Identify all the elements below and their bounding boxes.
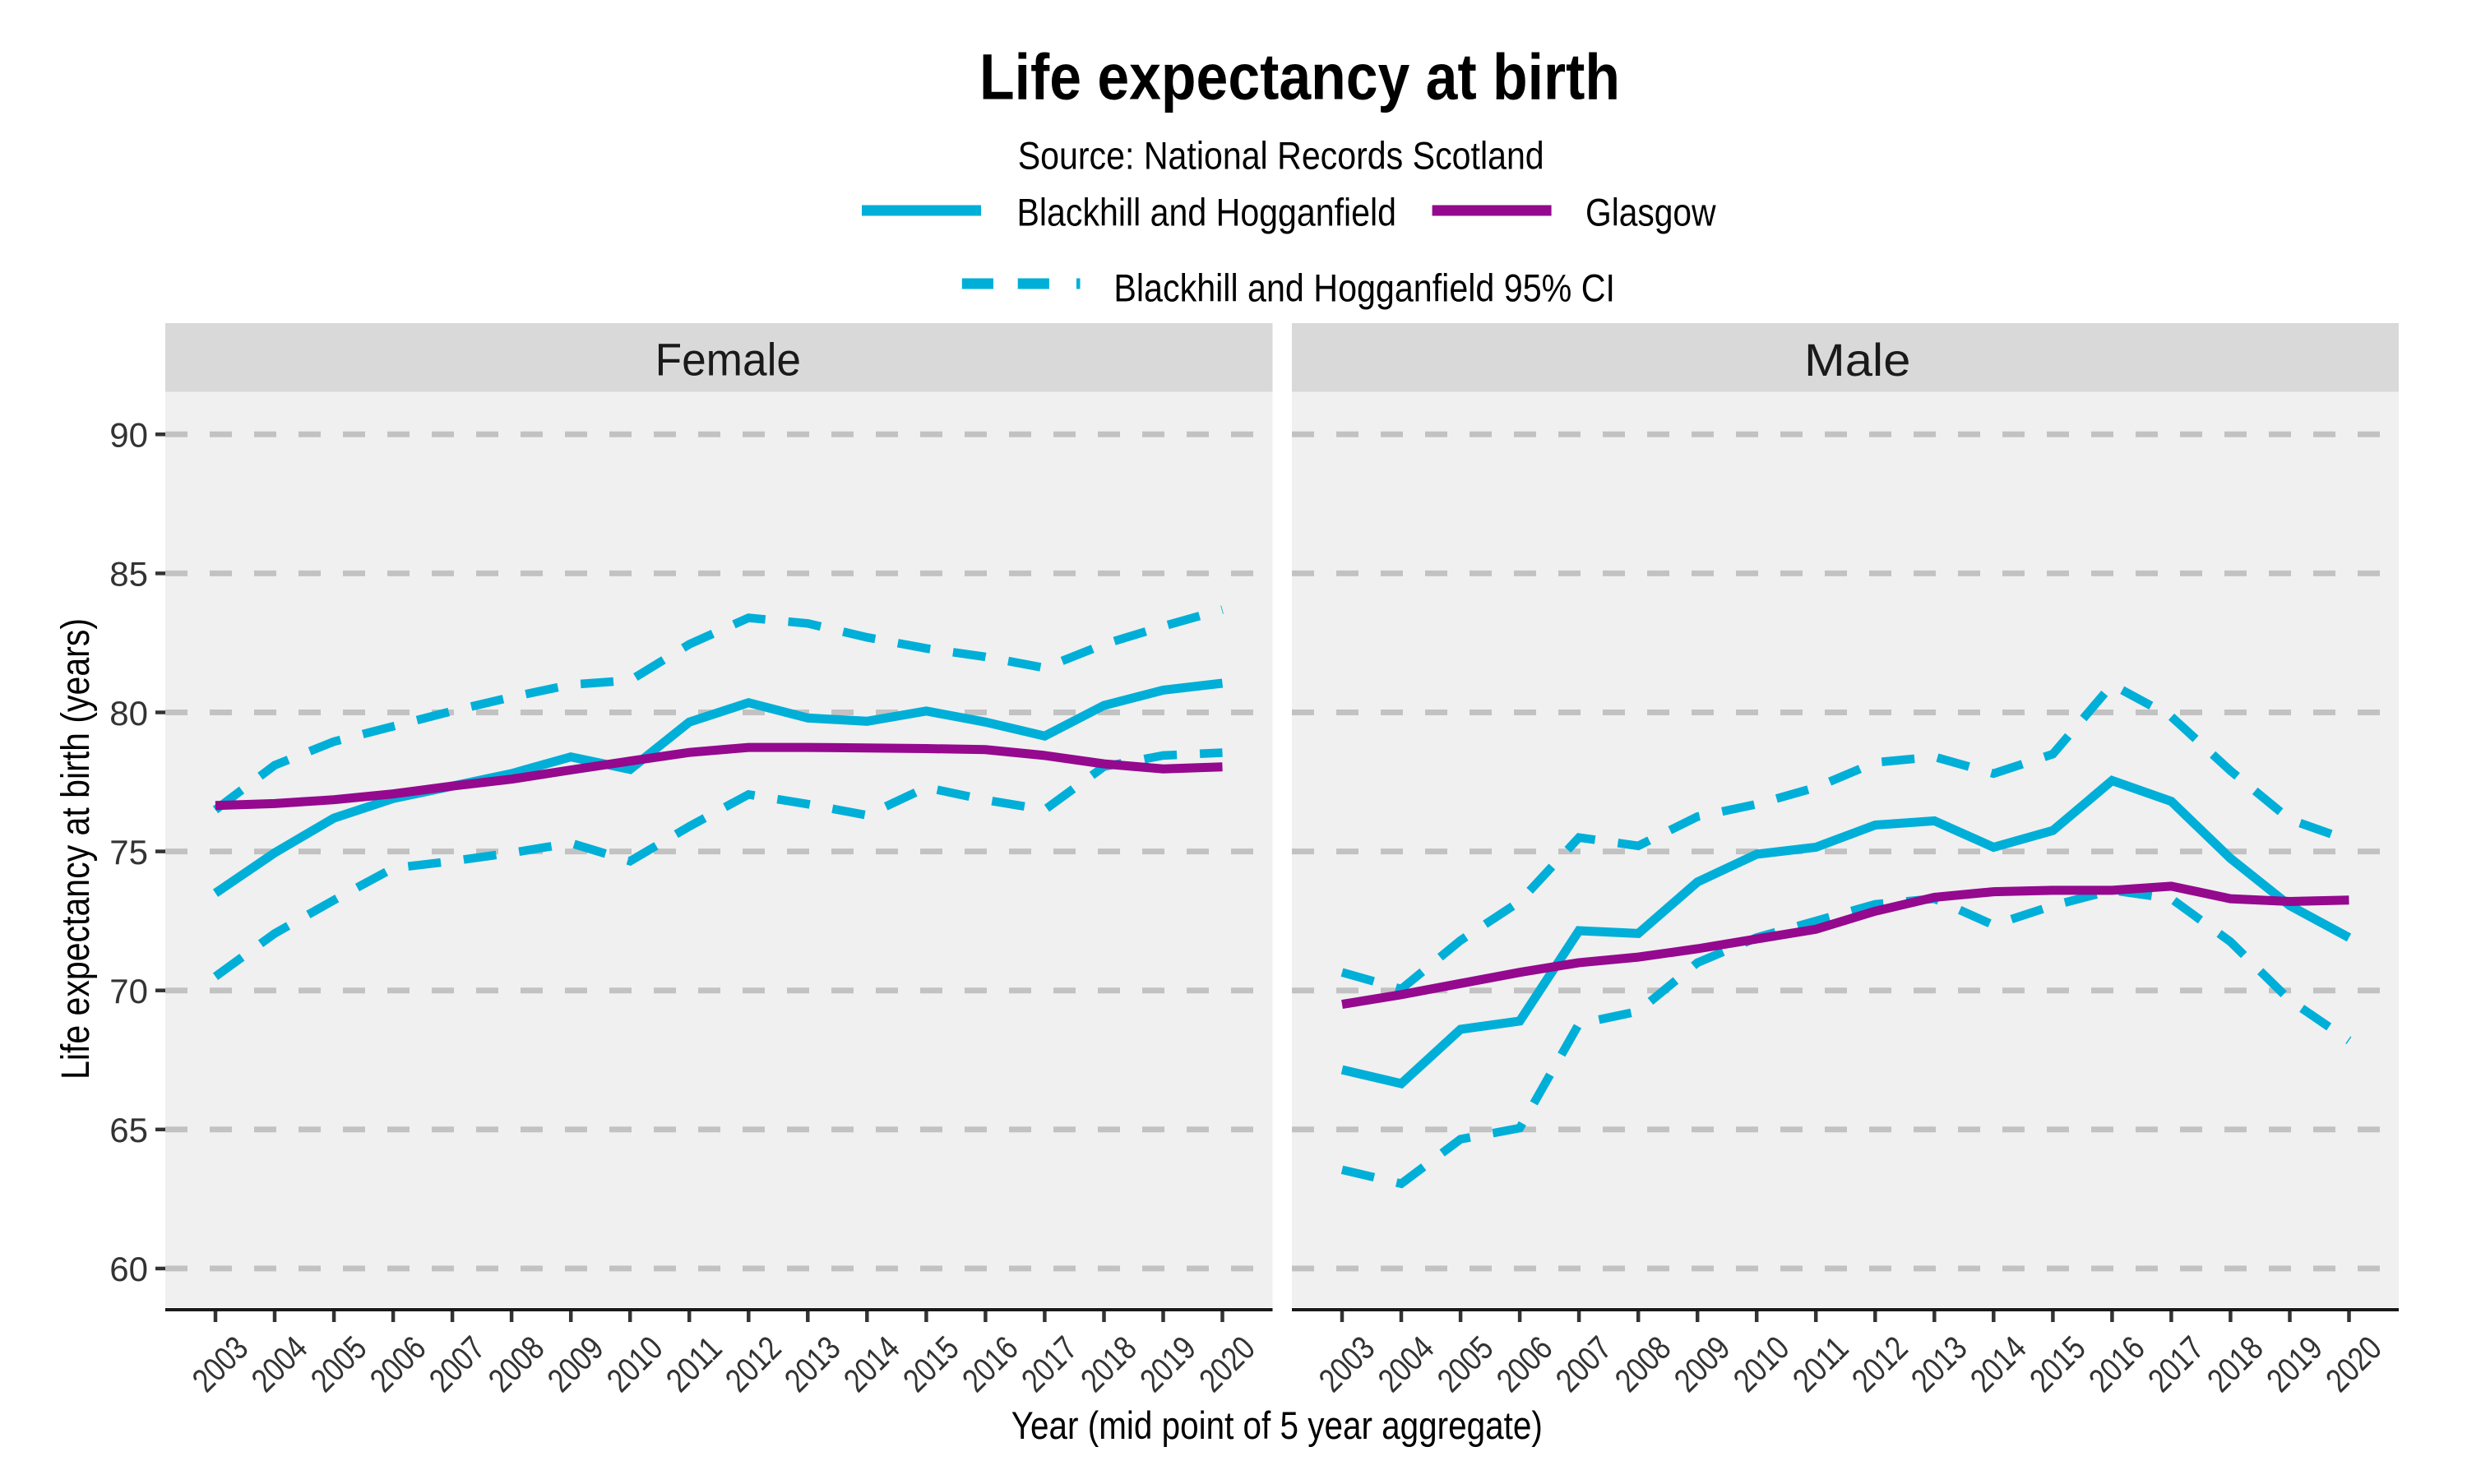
svg-text:Blackhill and Hogganfield: Blackhill and Hogganfield bbox=[1017, 191, 1397, 234]
svg-text:Source: National Records Scotl: Source: National Records Scotland bbox=[1018, 134, 1544, 178]
svg-text:75: 75 bbox=[109, 833, 148, 871]
svg-text:70: 70 bbox=[109, 972, 148, 1010]
svg-text:80: 80 bbox=[109, 694, 148, 733]
svg-text:85: 85 bbox=[109, 555, 148, 594]
svg-text:Glasgow: Glasgow bbox=[1585, 191, 1716, 234]
svg-text:Year (mid point of 5 year aggr: Year (mid point of 5 year aggregate) bbox=[1011, 1403, 1543, 1447]
svg-text:90: 90 bbox=[109, 416, 148, 455]
svg-text:Female: Female bbox=[655, 334, 801, 386]
svg-text:65: 65 bbox=[109, 1111, 148, 1149]
svg-text:Male: Male bbox=[1804, 334, 1910, 386]
svg-text:Life expectancy at birth: Life expectancy at birth bbox=[979, 40, 1620, 113]
svg-text:Life expectancy at birth (year: Life expectancy at birth (years) bbox=[54, 618, 98, 1079]
svg-text:Blackhill and Hogganfield 95%: Blackhill and Hogganfield 95% CI bbox=[1113, 266, 1615, 310]
svg-text:60: 60 bbox=[109, 1250, 148, 1288]
